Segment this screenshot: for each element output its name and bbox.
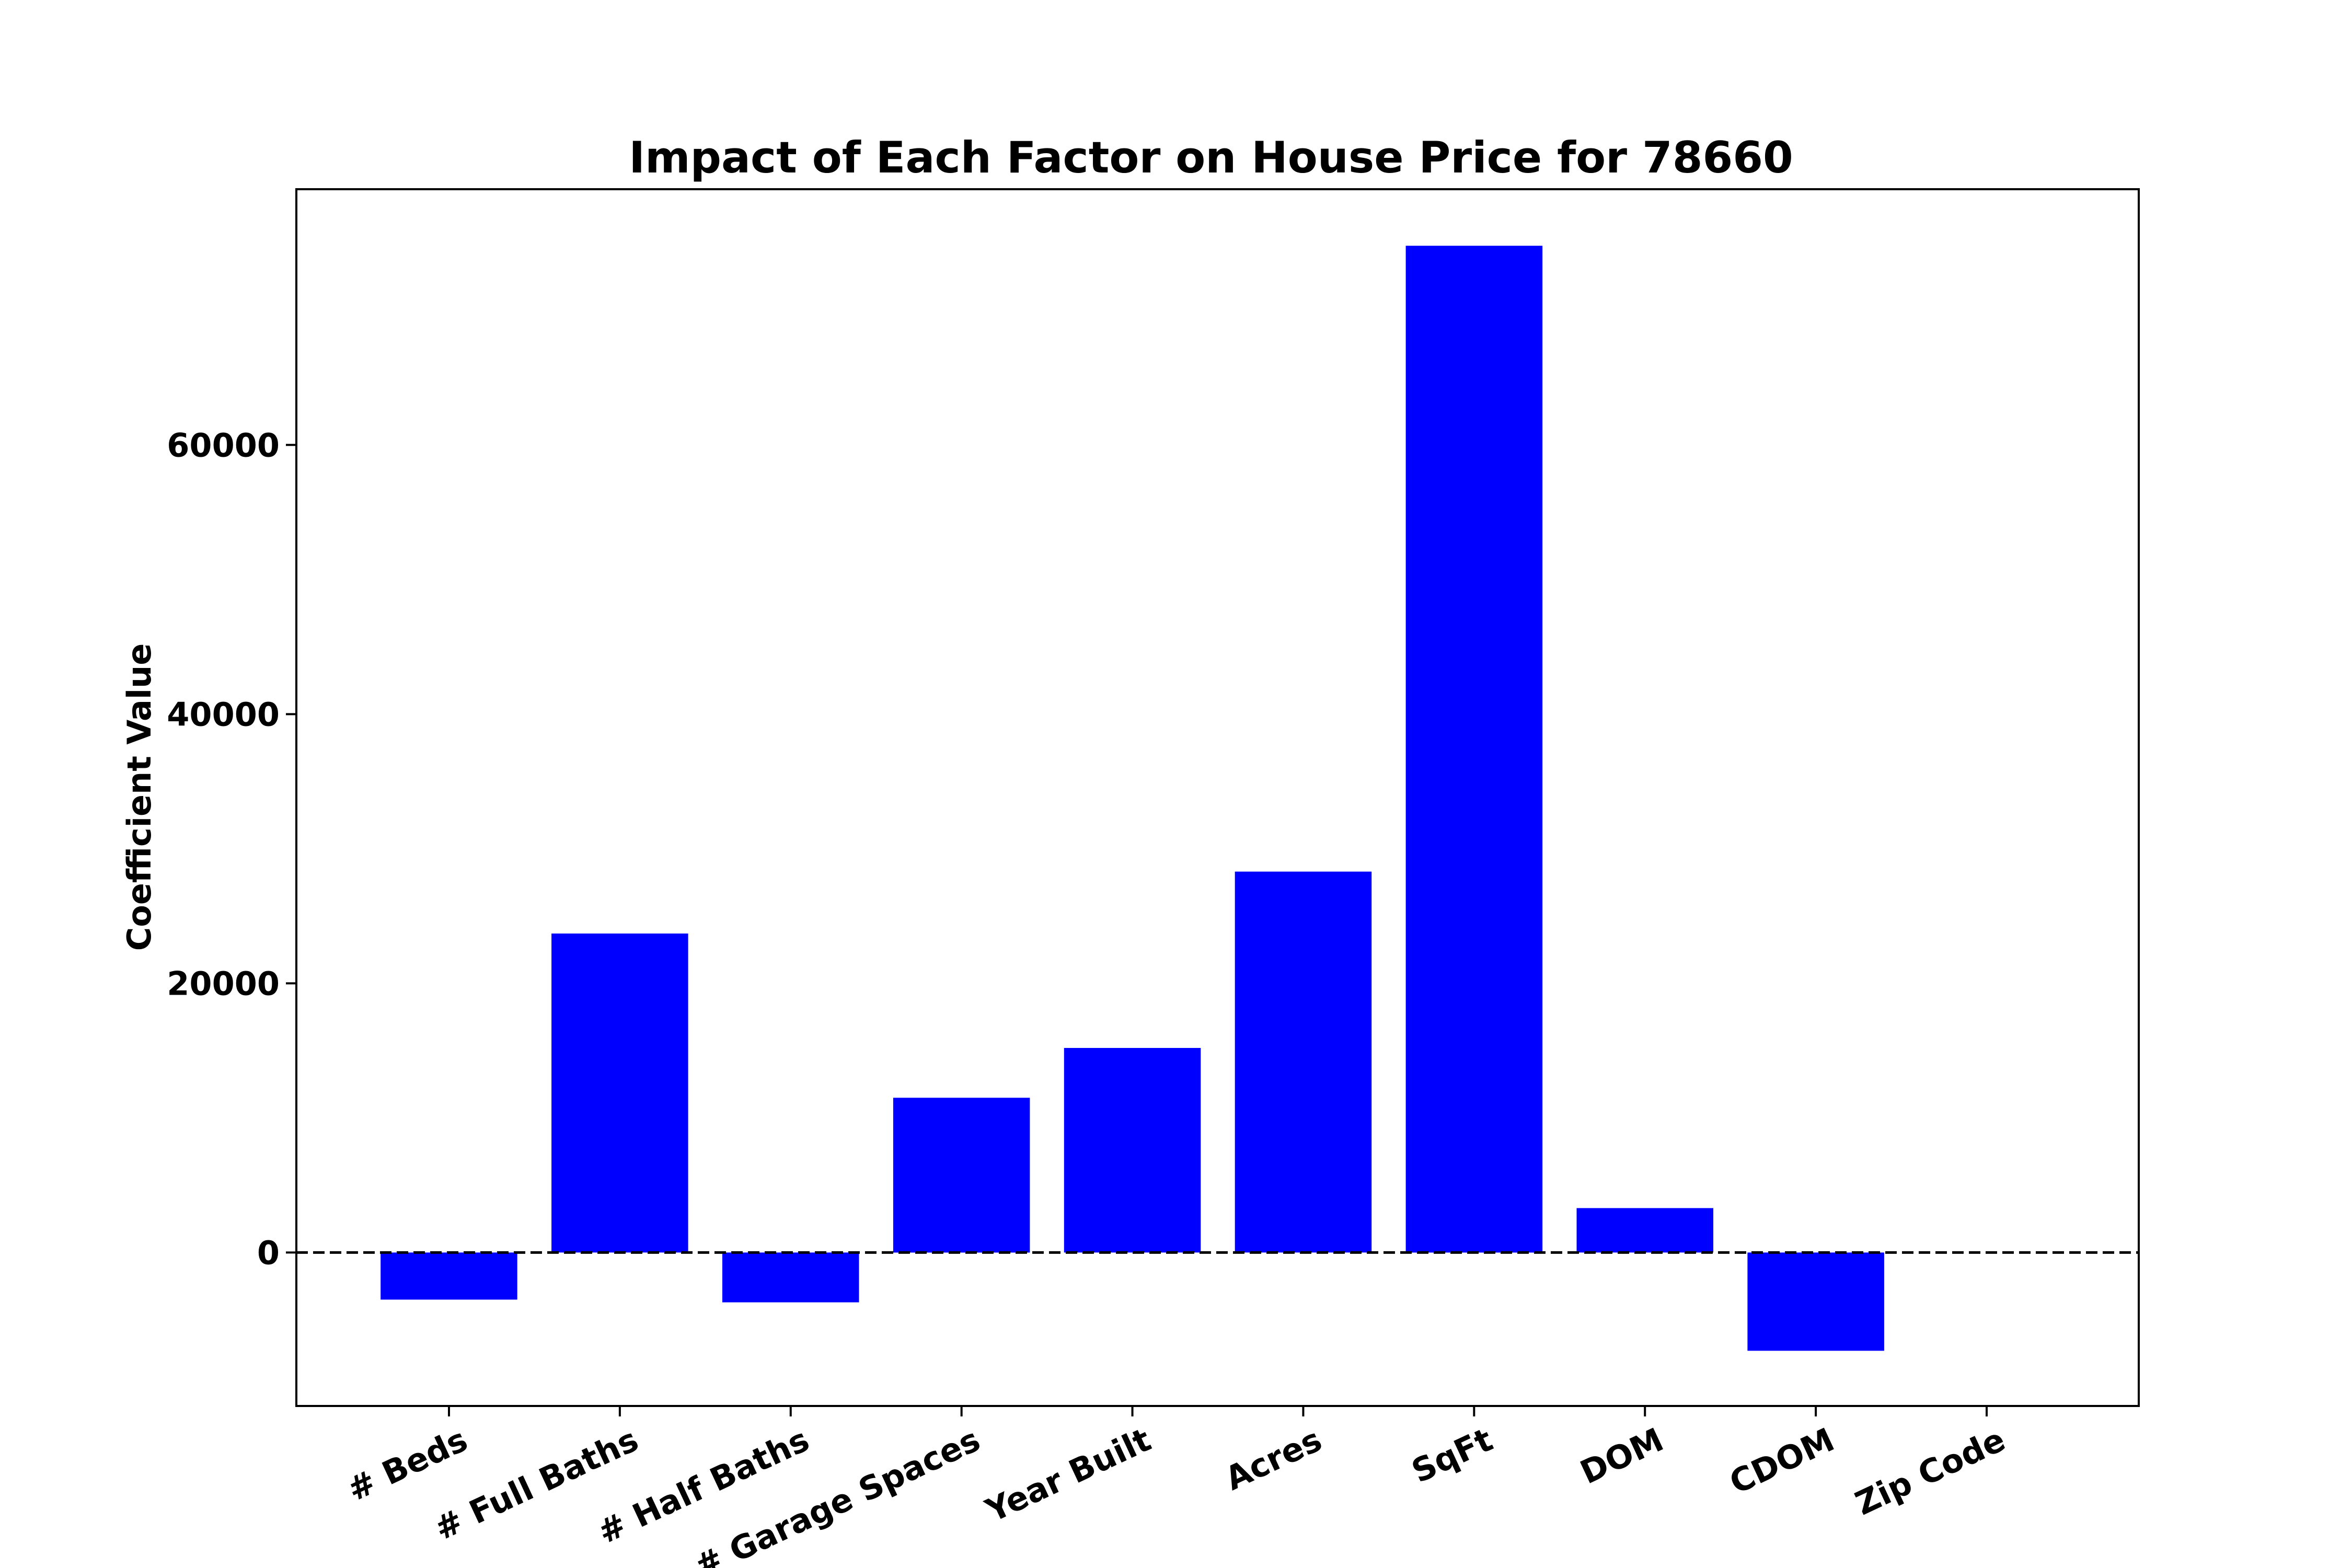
y-tick-label-2: 40000 bbox=[167, 695, 280, 733]
y-tick-label-3: 60000 bbox=[167, 426, 280, 464]
bar-8 bbox=[1747, 1252, 1884, 1351]
bar-3 bbox=[893, 1098, 1030, 1253]
bar-6 bbox=[1405, 246, 1543, 1253]
y-tick-label-0: 0 bbox=[257, 1233, 280, 1272]
bar-2 bbox=[722, 1252, 859, 1302]
y-axis-ticks: 0 20000 40000 60000 bbox=[167, 426, 296, 1272]
bar-4 bbox=[1064, 1048, 1201, 1253]
plot-frame bbox=[295, 188, 2140, 1407]
bar-1 bbox=[551, 933, 688, 1253]
y-axis-label: Coefficient Value bbox=[120, 643, 158, 951]
bars bbox=[381, 246, 1884, 1351]
bar-0 bbox=[381, 1252, 517, 1300]
bar-5 bbox=[1235, 871, 1372, 1253]
y-tick-label-1: 20000 bbox=[167, 964, 280, 1002]
bar-7 bbox=[1576, 1208, 1713, 1253]
chart-title: Impact of Each Factor on House Price for… bbox=[629, 132, 1793, 183]
